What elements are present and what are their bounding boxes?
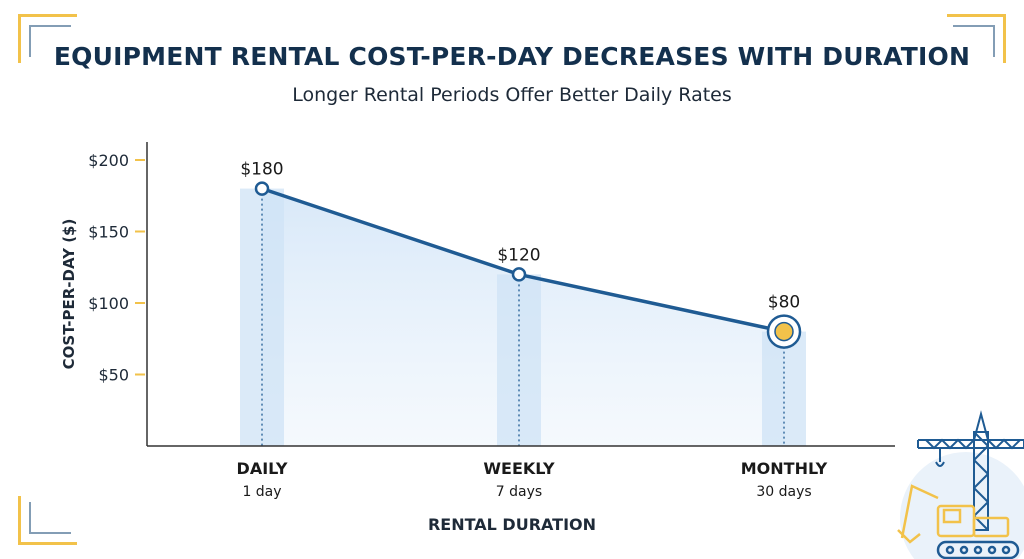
y-tick-label: $50 <box>98 366 129 385</box>
y-tick-label: $200 <box>88 151 129 170</box>
corner-frame-bottom-left <box>18 496 77 545</box>
bar-band-daily <box>240 188 284 446</box>
data-label: $80 <box>768 293 800 313</box>
plot-area: $50 $100 $150 $200 COST-PER-DAY ($) $180 $120 $… <box>60 142 895 534</box>
x-tick-label: WEEKLY <box>483 459 555 478</box>
x-tick-sublabel: 30 days <box>756 484 811 500</box>
y-axis-label: COST-PER-DAY ($) <box>60 219 78 370</box>
data-label: $180 <box>240 160 283 180</box>
data-point-monthly <box>774 321 794 342</box>
y-tick-label: $150 <box>88 223 129 242</box>
construction-crane-excavator-icon <box>897 410 1024 559</box>
data-point-daily <box>254 181 270 196</box>
x-tick-label: MONTHLY <box>741 459 828 478</box>
x-tick-label: DAILY <box>237 459 288 478</box>
x-axis-label: RENTAL DURATION <box>428 515 596 534</box>
corner-frame-top-right <box>947 14 1006 63</box>
chart-subtitle: Longer Rental Periods Offer Better Daily… <box>292 84 732 106</box>
data-point-weekly <box>511 267 527 282</box>
data-label: $120 <box>497 245 540 265</box>
chart-title: EQUIPMENT RENTAL COST-PER-DAY DECREASES … <box>53 42 971 71</box>
corner-frame-top-left <box>18 14 77 63</box>
x-tick-sublabel: 1 day <box>242 484 281 500</box>
x-tick-sublabel: 7 days <box>496 484 542 500</box>
y-tick-label: $100 <box>88 294 129 313</box>
